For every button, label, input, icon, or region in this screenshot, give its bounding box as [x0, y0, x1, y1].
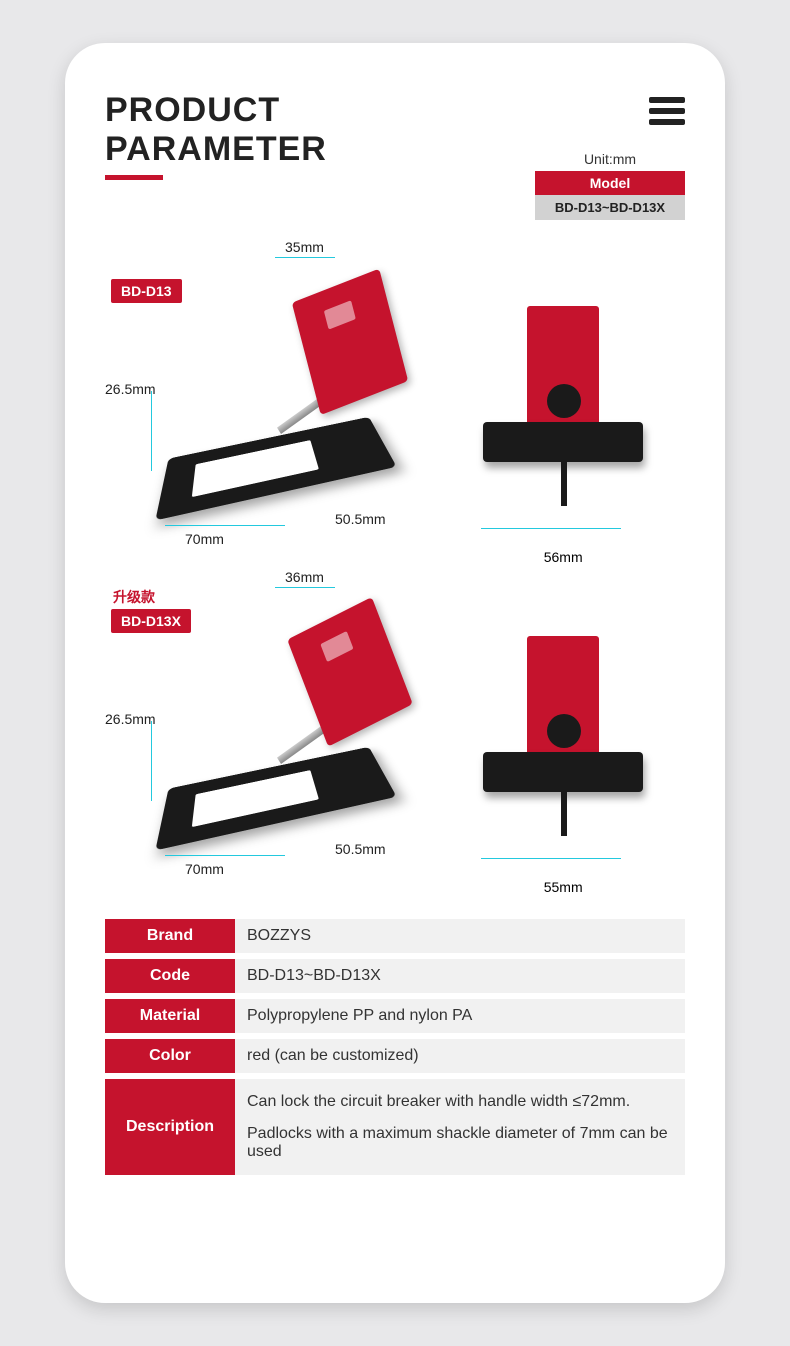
product-card: PRODUCT PARAMETER Unit:mm Model BD-D13~B…: [65, 43, 725, 1303]
title-underline: [105, 175, 163, 180]
angled-view-d13: BD-D13 35mm 26.5mm 70mm 50.5mm: [105, 241, 441, 571]
title-line1: PRODUCT: [105, 91, 685, 130]
table-row: Code BD-D13~BD-D13X: [105, 959, 685, 993]
table-row: Color red (can be customized): [105, 1039, 685, 1073]
product-illustration: [165, 284, 405, 528]
badge-d13x: BD-D13X: [111, 609, 191, 633]
products-section: BD-D13 35mm 26.5mm 70mm 50.5mm: [105, 241, 685, 901]
product-row-d13x: 升级款 BD-D13X 36mm 26.5mm 70mm 50.5mm: [105, 571, 685, 901]
menu-icon[interactable]: [649, 97, 685, 125]
dim-top: 35mm: [285, 239, 324, 255]
dim-top: 36mm: [285, 569, 324, 585]
model-value: BD-D13~BD-D13X: [535, 195, 685, 220]
table-row-description: Description Can lock the circuit breaker…: [105, 1079, 685, 1175]
dim-left: 26.5mm: [105, 381, 156, 397]
description-line1: Can lock the circuit breaker with handle…: [247, 1093, 630, 1111]
table-row: Material Polypropylene PP and nylon PA: [105, 999, 685, 1033]
front-view-d13: 56mm: [441, 241, 685, 571]
table-row: Brand BOZZYS: [105, 919, 685, 953]
dim-outer: 50.5mm: [335, 511, 386, 527]
model-box: Unit:mm Model BD-D13~BD-D13X: [535, 151, 685, 220]
badge-d13: BD-D13: [111, 279, 182, 303]
dim-outer: 50.5mm: [335, 841, 386, 857]
dim-left: 26.5mm: [105, 711, 156, 727]
model-header: Model: [535, 171, 685, 195]
angled-view-d13x: 升级款 BD-D13X 36mm 26.5mm 70mm 50.5mm: [105, 571, 441, 901]
header: PRODUCT PARAMETER Unit:mm Model BD-D13~B…: [105, 91, 685, 221]
dim-inner: 70mm: [185, 861, 224, 877]
unit-label: Unit:mm: [535, 151, 685, 167]
upgrade-label: 升级款: [113, 587, 155, 607]
dim-inner: 70mm: [185, 531, 224, 547]
description-line2: Padlocks with a maximum shackle diameter…: [247, 1125, 673, 1161]
dim-front: 56mm: [544, 549, 583, 565]
dim-front: 55mm: [544, 879, 583, 895]
product-row-d13: BD-D13 35mm 26.5mm 70mm 50.5mm: [105, 241, 685, 571]
product-illustration: [165, 614, 405, 858]
spec-table: Brand BOZZYS Code BD-D13~BD-D13X Materia…: [105, 919, 685, 1175]
front-view-d13x: 55mm: [441, 571, 685, 901]
